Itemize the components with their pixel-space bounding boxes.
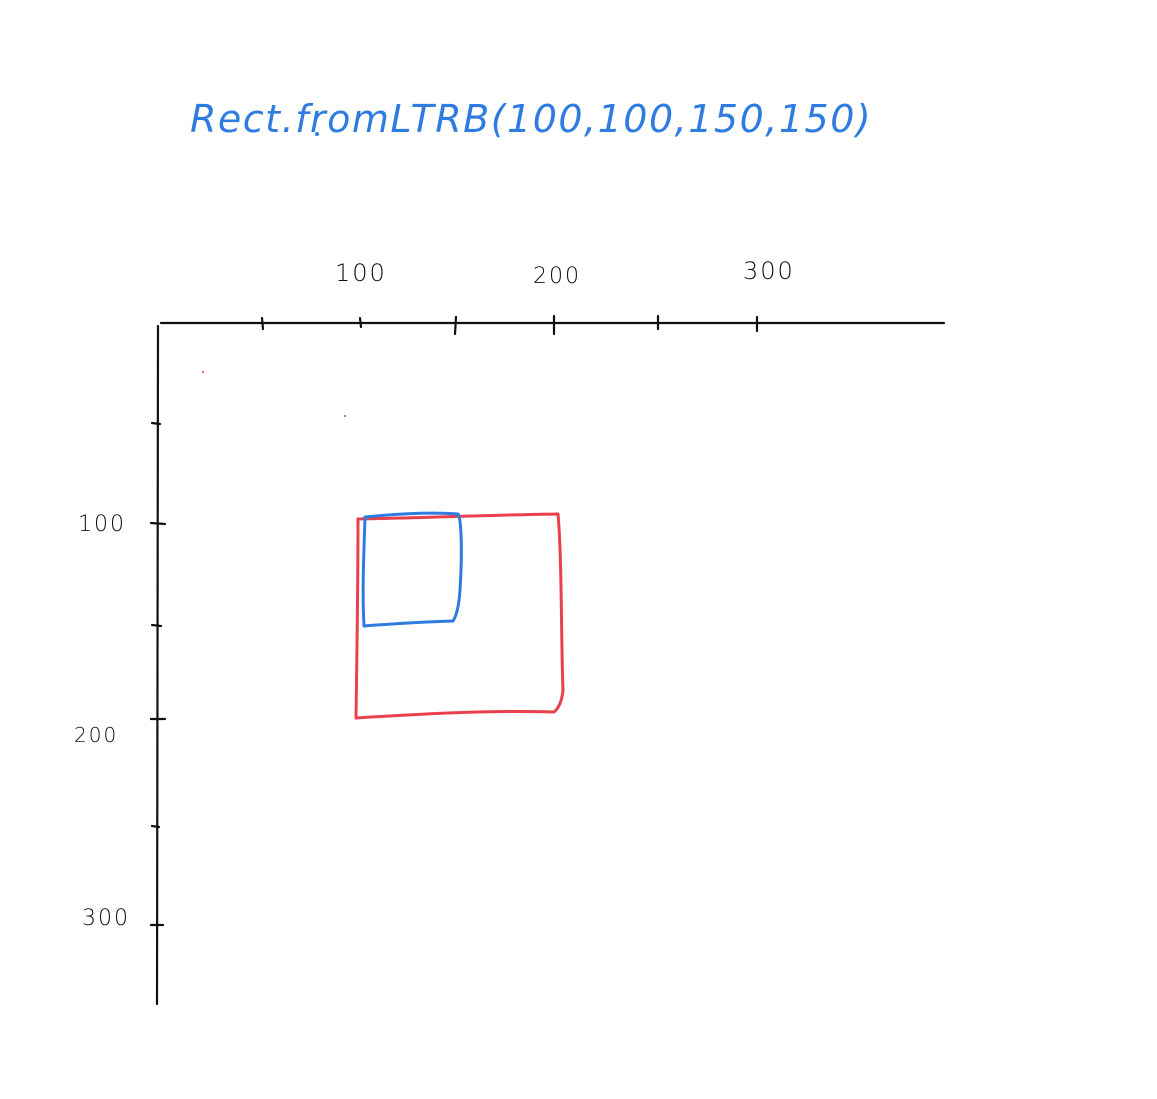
x-tick-100 <box>358 316 363 329</box>
stray-mark <box>202 371 204 373</box>
x-tick-label-100: 100 <box>335 259 387 287</box>
stray-mark <box>315 132 319 136</box>
diagram-title: Rect.fromLTRB(100,100,150,150) <box>190 97 872 141</box>
x-tick-150 <box>453 315 458 336</box>
y-tick-150 <box>150 623 163 628</box>
x-tick-label-200: 200 <box>533 264 581 289</box>
x-tick-50 <box>260 316 265 331</box>
stray-mark <box>344 415 346 417</box>
y-axis-line <box>155 324 160 1006</box>
y-tick-label-200: 200 <box>74 723 118 747</box>
y-tick-label-100: 100 <box>78 512 126 537</box>
x-tick-label-300: 300 <box>743 257 795 285</box>
y-tick-label-300: 300 <box>82 906 130 931</box>
y-tick-250 <box>150 824 161 829</box>
outer-rect <box>354 512 565 720</box>
inner-rect <box>361 511 463 628</box>
y-tick-100 <box>149 521 167 526</box>
y-tick-50 <box>150 421 162 426</box>
axes <box>149 314 946 1006</box>
